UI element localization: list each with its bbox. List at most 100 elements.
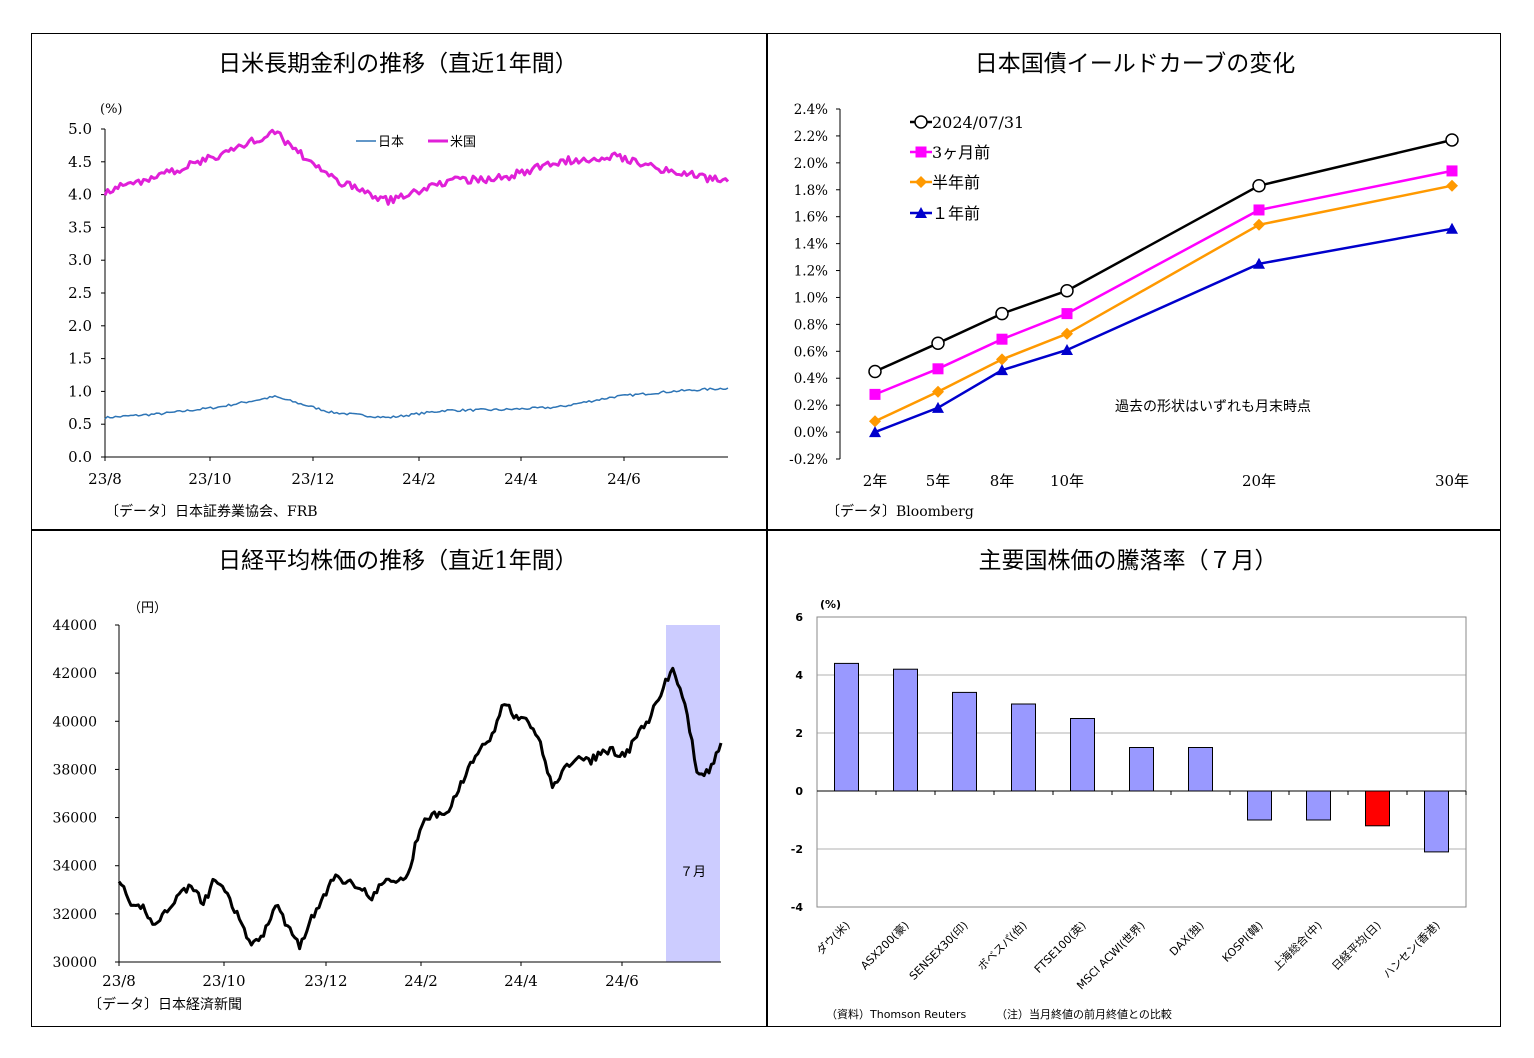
yield-curve-legend-label: 2024/07/31 — [932, 113, 1024, 132]
world-bar — [1424, 790, 1449, 853]
yield-curve-series-6m — [874, 184, 1453, 423]
nikkei-y-tick-label: 40000 — [52, 714, 97, 730]
yield-curve-series-1y-point — [932, 401, 944, 413]
yield-curve-y-tick-label: 1.4% — [794, 237, 828, 253]
yield-curve-series-6m-point — [869, 415, 881, 428]
yield-curve-series-current-point — [1445, 133, 1459, 147]
yield-curve-series-3m-point — [1253, 204, 1265, 216]
yield-curve-y-tick-label: 0.2% — [794, 398, 828, 414]
yield-curve-series-3m-point — [869, 388, 881, 400]
world-category-label: ボベスパ(伯) — [975, 918, 1030, 973]
yield-curve-x-tick-label: 30年 — [1435, 472, 1469, 490]
rates-x-tick-label: 23/12 — [291, 470, 334, 488]
nikkei-y-tick-label: 44000 — [52, 618, 97, 634]
yield-curve-series-current-point — [1252, 178, 1266, 193]
rates-legend-us-label: 米国 — [450, 135, 476, 150]
world-bar — [1011, 703, 1036, 792]
yield-curve-series-3m-point — [1446, 165, 1458, 177]
world-category-label: KOSPI(韓) — [1220, 919, 1266, 965]
nikkei-y-tick-label: 32000 — [52, 907, 97, 923]
yield-curve-y-tick-label: 2.0% — [794, 156, 828, 172]
yield-curve-y-tick-label: 0.8% — [794, 317, 828, 333]
rates-source: 〔データ〕日本証券業協会、FRB — [105, 503, 318, 520]
yield-curve-series-6m-point — [1253, 218, 1265, 231]
rates-x-tick-label: 24/6 — [607, 470, 641, 488]
yield-curve-series-6m-point — [1446, 179, 1458, 192]
rates-y-tick-label: 5.0 — [68, 120, 92, 138]
nikkei-title: 日経平均株価の推移（直近1年間） — [218, 548, 578, 574]
nikkei-y-tick-label: 36000 — [52, 811, 97, 827]
yield-curve-note: 過去の形状はいずれも月末時点 — [1115, 399, 1311, 415]
world-y-tick-label: 6 — [795, 611, 803, 624]
yield-curve-series-current-point — [931, 336, 945, 350]
nikkei-y-tick-label: 38000 — [52, 762, 97, 778]
rates-chart: 0.0 0.5 1.0 1.5 2.0 2.5 3.0 3.5 4.0 4.5 5.0 23/8 23/… — [68, 120, 730, 488]
nikkei-x-tick-label: 24/6 — [605, 972, 639, 990]
nikkei-x-tick-label: 24/2 — [404, 972, 438, 990]
yield-curve-legend-marker — [915, 176, 927, 188]
rates-y-tick-label: 4.5 — [68, 153, 92, 171]
world-footnote-source: （資料）Thomson Reuters — [826, 1007, 967, 1021]
yield-curve-x-tick-label: 10年 — [1050, 472, 1084, 490]
panel-divider-horizontal — [31, 529, 1501, 531]
world-category-label: DAX(独) — [1167, 919, 1207, 959]
yield-curve-series-current-point — [995, 306, 1009, 321]
world-category-label: ASX200(豪) — [857, 918, 911, 972]
rates-series-japan — [104, 387, 729, 420]
yield-curve-series-1y-point — [996, 364, 1008, 376]
world-bar — [834, 662, 859, 792]
nikkei-x-tick-label: 24/4 — [504, 972, 538, 990]
rates-series-us — [103, 128, 730, 206]
yield-curve-series-3m-point — [996, 333, 1008, 345]
rates-x-tick-label: 24/4 — [504, 470, 538, 488]
rates-y-tick-label: 2.0 — [68, 317, 92, 335]
world-y-tick-label: 0 — [795, 785, 803, 798]
world-footnote-note: （注）当月終値の前月終値との比較 — [996, 1007, 1172, 1021]
world-category-label: 日経平均(日) — [1329, 919, 1383, 973]
world-bar — [1306, 790, 1331, 821]
yield-curve-y-tick-label: -0.2% — [789, 452, 828, 468]
rates-y-tick-label: 1.5 — [68, 350, 92, 368]
yield-curve-series-current-point — [1060, 283, 1074, 298]
world-bar — [1188, 747, 1213, 792]
nikkei-series-line — [117, 666, 723, 951]
yield-curve-legend-marker — [915, 207, 927, 218]
yield-curve-series-current — [874, 138, 1453, 373]
yield-curve-legend-label: 半年前 — [932, 173, 980, 192]
yield-curve-series-3m-point — [932, 363, 944, 375]
yield-curve-series-1y-point — [1253, 257, 1265, 269]
yield-curve-chart: -0.2% 0.0% 0.2% 0.4% 0.6% 0.8% 1.0% 1.2% 1.4% 1.6… — [789, 102, 1469, 490]
yield-curve-y-tick-label: 0.0% — [794, 425, 828, 441]
yield-curve-series-3m-point — [1061, 308, 1073, 320]
world-bar — [952, 691, 977, 792]
rates-title: 日米長期金利の推移（直近1年間） — [218, 51, 578, 77]
world-category-label: ハンセン(香港) — [1381, 919, 1443, 981]
yield-curve-x-tick-label: 20年 — [1242, 472, 1276, 490]
nikkei-x-tick-label: 23/8 — [102, 972, 136, 990]
yield-curve-legend-label: １年前 — [932, 204, 980, 223]
yield-curve-series-6m-point — [996, 353, 1008, 366]
world-category-label: FTSE100(英) — [1031, 918, 1089, 976]
yield-curve-y-tick-label: 1.6% — [794, 210, 828, 226]
yield-curve-legend-marker — [915, 146, 927, 158]
yield-curve-y-tick-label: 1.0% — [794, 290, 828, 306]
rates-y-tick-label: 3.5 — [68, 218, 92, 236]
rates-unit: (%) — [100, 102, 123, 117]
rates-x-tick-label: 23/8 — [88, 470, 122, 488]
yield-curve-legend-marker — [914, 115, 928, 129]
yield-curve-y-tick-label: 2.2% — [794, 129, 828, 145]
rates-y-tick-label: 0.5 — [68, 415, 92, 433]
yield-curve-y-tick-label: 1.2% — [794, 264, 828, 280]
rates-legend-japan-label: 日本 — [378, 135, 404, 150]
rates-y-tick-label: 4.0 — [68, 186, 92, 204]
world-bar — [1070, 718, 1095, 792]
world-chart: -4 -2 0 2 4 6 ダウ(米) ASX200(豪)SENSEX30(印) ボベスパ(伯)… — [791, 611, 1467, 992]
yield-curve-series-1y-point — [869, 426, 881, 438]
yield-curve-series-6m-point — [932, 385, 944, 398]
rates-y-tick-label: 0.0 — [68, 448, 92, 466]
rates-y-tick-label: 2.5 — [68, 284, 92, 302]
yield-curve-series-1y — [874, 227, 1453, 434]
yield-curve-y-tick-label: 2.4% — [794, 102, 828, 118]
world-unit: (%) — [820, 598, 841, 611]
